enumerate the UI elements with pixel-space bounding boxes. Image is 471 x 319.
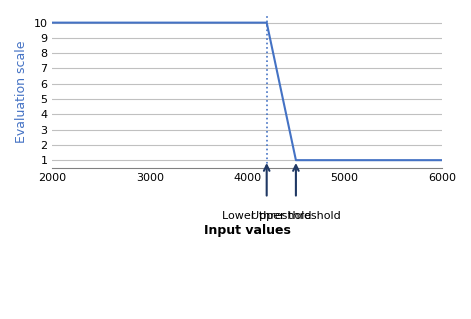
X-axis label: Input values: Input values: [204, 224, 291, 237]
Text: Lower threshold: Lower threshold: [222, 211, 311, 221]
Y-axis label: Evaluation scale: Evaluation scale: [15, 40, 28, 143]
Text: Upper threshold: Upper threshold: [251, 211, 341, 221]
